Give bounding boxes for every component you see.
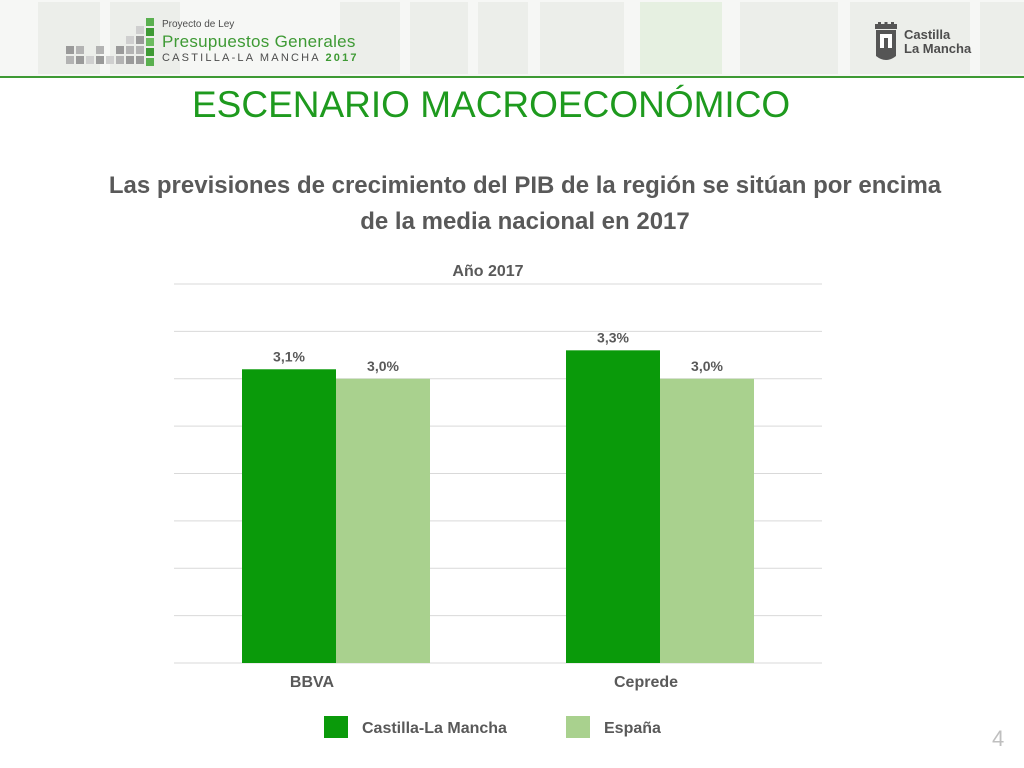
category-labels: BBVA Ceprede — [290, 674, 678, 691]
bar-ceprede-espana — [660, 378, 754, 663]
bar-bbva-espana — [336, 378, 430, 663]
data-label-bbva-1: 3,0% — [367, 358, 399, 374]
data-label-bbva-0: 3,1% — [273, 348, 305, 364]
header-strip — [0, 0, 1024, 76]
brand-text: Castilla La Mancha — [904, 27, 984, 57]
brand-line1: Castilla — [904, 27, 951, 42]
budget-logo-icon — [66, 18, 366, 70]
logo-line1: Proyecto de Ley — [162, 19, 235, 30]
slide-subtitle: Las previsiones de crecimiento del PIB d… — [108, 172, 942, 235]
data-labels: 3,1% 3,0% 3,3% 3,0% — [273, 329, 723, 373]
bar-chart: Año 2017 3,1% 3,0% 3,3% 3,0% BBVA Ceprede — [174, 263, 822, 691]
page-number: 4 — [992, 726, 1005, 751]
logo-year: 2017 — [325, 52, 359, 64]
header-divider — [0, 76, 1024, 78]
category-label-bbva: BBVA — [290, 674, 335, 691]
data-label-ceprede-0: 3,3% — [597, 329, 629, 345]
data-label-ceprede-1: 3,0% — [691, 358, 723, 374]
legend-label-0: Castilla-La Mancha — [362, 720, 507, 737]
crest-icon — [875, 22, 897, 60]
bar-bbva-castilla-la-mancha — [242, 369, 336, 663]
logo-line3: CASTILLA-LA MANCHA 2017 — [162, 53, 359, 64]
brand-line2: La Mancha — [904, 41, 972, 57]
logo-line2: Presupuestos Generales — [162, 32, 356, 51]
category-label-ceprede: Ceprede — [614, 674, 678, 691]
budget-logo-text: Proyecto de Ley Presupuestos Generales C… — [162, 20, 359, 64]
logo-region: CASTILLA-LA MANCHA — [162, 52, 326, 64]
legend-label-1: España — [604, 720, 661, 737]
legend-swatch-1 — [566, 716, 590, 738]
slide-title: ESCENARIO MACROECONÓMICO — [192, 84, 791, 125]
bar-ceprede-castilla-la-mancha — [566, 350, 660, 663]
legend-swatch-0 — [324, 716, 348, 738]
bars — [242, 350, 754, 663]
chart-title: Año 2017 — [452, 263, 523, 280]
